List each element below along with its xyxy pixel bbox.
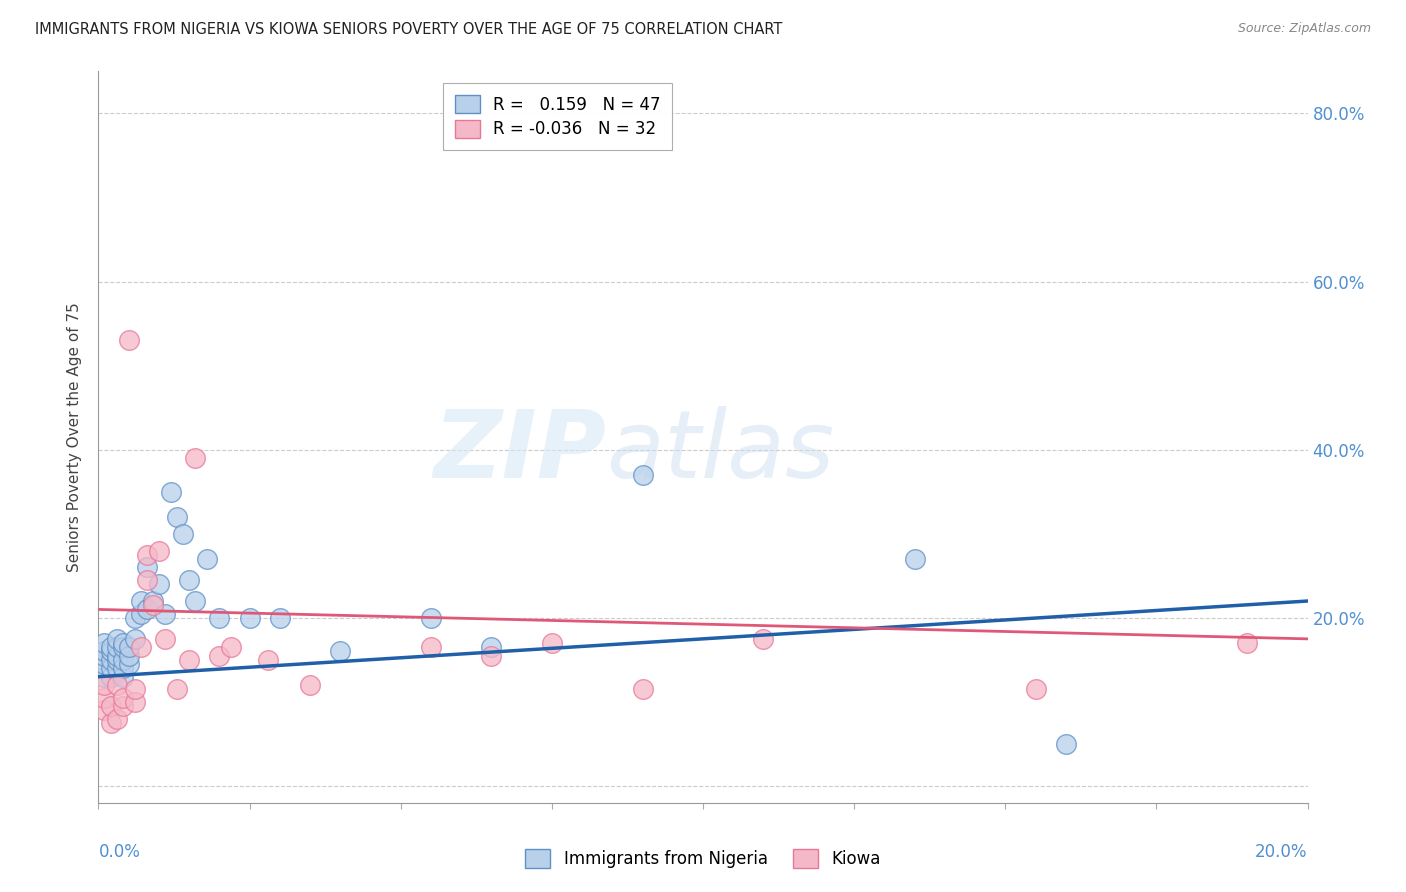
Point [111, 640, 134, 655]
Point [129, 640, 152, 655]
Point [540, 636, 562, 650]
Point [904, 552, 927, 566]
Point [124, 695, 146, 709]
Point [105, 648, 128, 663]
Point [1024, 682, 1046, 697]
Point [100, 653, 122, 667]
Point [100, 661, 122, 675]
Point [239, 611, 262, 625]
Point [135, 560, 157, 574]
Point [93, 678, 115, 692]
Point [118, 334, 141, 348]
Text: IMMIGRANTS FROM NIGERIA VS KIOWA SENIORS POVERTY OVER THE AGE OF 75 CORRELATION : IMMIGRANTS FROM NIGERIA VS KIOWA SENIORS… [35, 22, 783, 37]
Point [256, 653, 278, 667]
Point [105, 653, 128, 667]
Point [299, 678, 322, 692]
Point [111, 690, 134, 705]
Point [142, 594, 165, 608]
Point [111, 636, 134, 650]
Text: Source: ZipAtlas.com: Source: ZipAtlas.com [1237, 22, 1371, 36]
Point [124, 611, 146, 625]
Point [93, 690, 115, 705]
Legend: R =   0.159   N = 47, R = -0.036   N = 32: R = 0.159 N = 47, R = -0.036 N = 32 [443, 83, 672, 150]
Point [1236, 636, 1258, 650]
Point [100, 670, 122, 684]
Text: atlas: atlas [606, 406, 835, 497]
Point [148, 577, 170, 591]
Point [93, 636, 115, 650]
Point [172, 526, 194, 541]
Point [631, 682, 654, 697]
Point [111, 699, 134, 714]
Point [105, 661, 128, 675]
Point [142, 599, 165, 613]
Point [481, 640, 503, 655]
Point [129, 607, 152, 621]
Point [420, 640, 443, 655]
Point [105, 640, 128, 655]
Legend: Immigrants from Nigeria, Kiowa: Immigrants from Nigeria, Kiowa [519, 843, 887, 875]
Point [100, 715, 122, 730]
Point [166, 682, 188, 697]
Point [269, 611, 291, 625]
Point [184, 594, 207, 608]
Point [329, 644, 352, 658]
Point [160, 484, 183, 499]
Point [124, 632, 146, 646]
Y-axis label: Seniors Poverty Over the Age of 75: Seniors Poverty Over the Age of 75 [67, 302, 83, 572]
Point [481, 648, 503, 663]
Point [752, 632, 775, 646]
Point [105, 712, 128, 726]
Point [93, 670, 115, 684]
Point [129, 594, 152, 608]
Point [111, 670, 134, 684]
Point [118, 657, 141, 671]
Point [93, 657, 115, 671]
Point [93, 644, 115, 658]
Point [124, 682, 146, 697]
Text: 20.0%: 20.0% [1256, 843, 1308, 861]
Point [195, 552, 218, 566]
Point [148, 543, 170, 558]
Point [208, 611, 231, 625]
Point [179, 573, 201, 587]
Point [105, 632, 128, 646]
Point [111, 653, 134, 667]
Point [153, 607, 176, 621]
Point [135, 548, 157, 562]
Point [100, 644, 122, 658]
Point [153, 632, 176, 646]
Point [135, 602, 157, 616]
Point [118, 640, 141, 655]
Point [221, 640, 243, 655]
Point [1054, 737, 1077, 751]
Point [100, 699, 122, 714]
Text: ZIP: ZIP [433, 406, 606, 498]
Point [100, 640, 122, 655]
Text: 0.0%: 0.0% [98, 843, 141, 861]
Point [420, 611, 443, 625]
Point [179, 653, 201, 667]
Point [208, 648, 231, 663]
Point [93, 648, 115, 663]
Point [111, 661, 134, 675]
Point [93, 703, 115, 717]
Point [631, 467, 654, 482]
Point [184, 451, 207, 466]
Point [118, 648, 141, 663]
Point [166, 510, 188, 524]
Point [135, 573, 157, 587]
Point [105, 678, 128, 692]
